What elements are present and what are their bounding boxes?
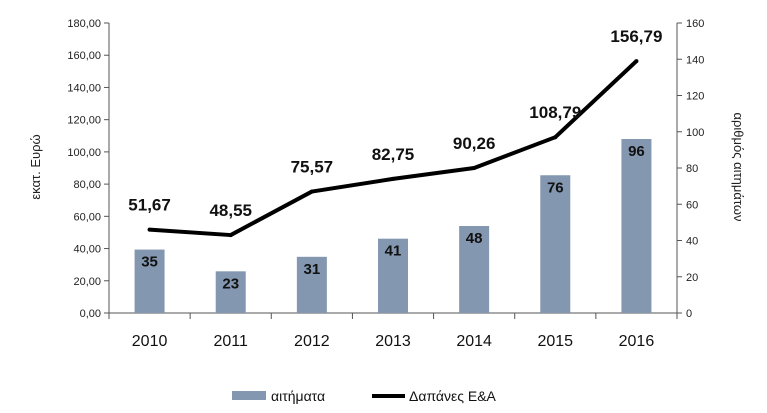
- y-left-tick-label: 120,00: [67, 115, 101, 127]
- bar: [296, 256, 327, 313]
- line-point: [553, 135, 558, 140]
- bar: [215, 271, 246, 313]
- bar-series: [134, 139, 652, 313]
- line-data-label: 51,67: [128, 196, 171, 215]
- y-right-tick-label: 60: [686, 199, 698, 211]
- bar-data-label: 35: [141, 254, 158, 271]
- y-left-tick-label: 180,00: [67, 18, 101, 30]
- line-point: [472, 166, 477, 170]
- bar-data-label: 48: [466, 230, 483, 247]
- y-left-tick-label: 100,00: [67, 147, 101, 159]
- legend-bar-swatch: [232, 391, 266, 400]
- y-left-tick-label: 140,00: [67, 82, 101, 94]
- line-data-label: 156,79: [610, 27, 662, 46]
- x-tick-label: 2013: [375, 333, 411, 350]
- bar-data-label: 31: [304, 261, 321, 278]
- x-tick-label: 2016: [619, 333, 655, 350]
- y-axis-left-title: εκατ. Ευρώ: [28, 134, 43, 199]
- y-left-tick-label: 20,00: [73, 276, 101, 288]
- line-data-label: 90,26: [453, 134, 496, 153]
- bar-data-label: 41: [385, 243, 402, 260]
- y-right-tick-label: 0: [686, 308, 692, 320]
- y-left-tick-label: 0,00: [80, 308, 101, 320]
- line-data-label: 108,79: [529, 103, 581, 122]
- line-point: [391, 176, 395, 181]
- bar: [459, 226, 490, 313]
- bar-data-label: 23: [222, 275, 239, 292]
- line-point: [634, 59, 639, 64]
- line-series: [147, 59, 639, 238]
- y-left-tick-label: 160,00: [67, 50, 101, 62]
- x-tick-label: 2010: [132, 333, 168, 350]
- line-point: [147, 227, 152, 232]
- y-left-tick-label: 80,00: [73, 179, 101, 191]
- bar: [378, 238, 408, 313]
- y-right-tick-label: 160: [686, 18, 704, 30]
- bar-data-label: 96: [628, 143, 645, 160]
- line-point: [309, 189, 314, 194]
- y-right-tick-label: 100: [686, 127, 704, 139]
- y-right-tick-label: 40: [686, 236, 698, 248]
- y-left-tick-label: 60,00: [73, 211, 101, 223]
- x-tick-label: 2014: [456, 333, 492, 350]
- bar: [621, 139, 652, 313]
- data-labels: 35 23 31 41 48 76 96 51,67 48,55 75,57 82,75 90,26 1…: [128, 27, 662, 292]
- bar: [134, 249, 165, 313]
- y-left-tick-label: 40,00: [73, 244, 101, 256]
- bar: [540, 175, 571, 313]
- line-data-label: 82,75: [372, 145, 415, 164]
- y-right-tick-label: 140: [686, 54, 704, 66]
- legend-line-label: Δαπάνες Ε&Α: [409, 388, 497, 404]
- axes: 0,00 20,00 40,00 60,00 80,00 100,00 120,00 140,…: [67, 18, 704, 350]
- legend-bar-label: αιτήματα: [271, 388, 325, 404]
- y-right-tick-label: 20: [686, 272, 698, 284]
- y-axis-right-title: αριθμός αιτημάτων: [731, 112, 746, 221]
- line-point: [228, 233, 233, 238]
- line-data-label: 48,55: [209, 201, 252, 220]
- line-data-label: 75,57: [291, 158, 334, 177]
- x-tick-label: 2015: [537, 333, 573, 350]
- x-tick-label: 2011: [214, 333, 249, 350]
- y-right-tick-label: 80: [686, 163, 698, 175]
- legend: αιτήματα Δαπάνες Ε&Α: [232, 388, 497, 404]
- x-tick-label: 2012: [294, 333, 330, 350]
- y-right-tick-label: 120: [686, 91, 704, 103]
- bar-data-label: 76: [547, 179, 564, 196]
